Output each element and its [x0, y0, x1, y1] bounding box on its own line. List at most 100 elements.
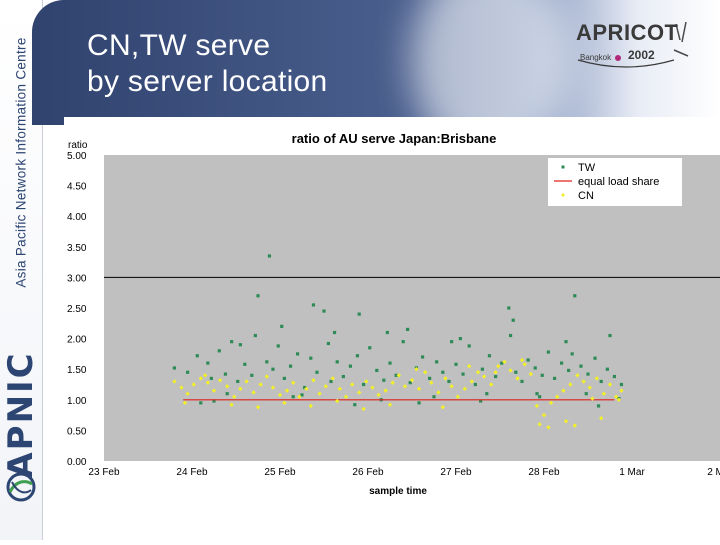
y-axis-label: ratio [68, 140, 88, 151]
data-point-tw [388, 361, 392, 365]
data-point-tw [326, 341, 330, 346]
apricot-year: 2002 [628, 48, 655, 62]
data-point-cn [258, 382, 263, 387]
data-point-cn [561, 388, 566, 393]
data-point-tw [382, 378, 386, 382]
data-point-tw [362, 382, 366, 387]
data-point-tw [253, 333, 257, 338]
data-point-cn [475, 370, 481, 375]
data-point-cn [409, 378, 415, 383]
legend-label: TW [578, 162, 596, 174]
sidebar-brand: APNIC [1, 351, 41, 479]
data-point-tw [311, 303, 316, 307]
data-point-tw [458, 337, 462, 341]
data-point-cn [282, 400, 287, 406]
data-point-cn [462, 386, 467, 391]
data-point-tw [267, 254, 272, 258]
data-point-cn [179, 385, 184, 390]
y-tick-label: 0.50 [67, 426, 87, 437]
x-tick-label: 23 Feb [88, 467, 120, 478]
data-point-tw [567, 368, 571, 373]
data-point-cn [541, 412, 547, 418]
data-point-cn [502, 359, 507, 365]
y-tick-label: 4.50 [67, 182, 87, 193]
data-point-cn [515, 376, 520, 381]
data-point-tw [335, 360, 339, 364]
chart-title: ratio of AU serve Japan:Brisbane [292, 131, 497, 146]
chart-container: ratio ratio of AU serve Japan:Brisbane s… [64, 117, 720, 540]
data-point-tw [494, 374, 498, 379]
data-point-tw [348, 364, 352, 368]
data-point-tw [206, 361, 210, 365]
data-point-cn [390, 380, 395, 385]
data-point-cn [172, 379, 177, 384]
data-point-cn [443, 376, 448, 381]
data-point-cn [311, 378, 316, 383]
data-point-cn [449, 384, 454, 389]
data-point-cn [277, 392, 283, 398]
y-tick-label: 1.50 [67, 365, 87, 376]
data-point-tw [560, 361, 564, 365]
data-point-cn [402, 384, 408, 389]
data-point-tw [435, 360, 439, 364]
data-point-cn [416, 386, 422, 391]
x-tick-label: 2 Mar [707, 467, 720, 478]
data-point-cn [423, 370, 428, 375]
data-point-tw [385, 330, 389, 335]
data-point-tw [473, 382, 477, 387]
data-point-cn [361, 406, 366, 412]
apricot-city: Bangkok [580, 53, 612, 62]
y-tick-label: 0.00 [67, 457, 87, 468]
data-point-cn [229, 402, 234, 407]
data-point-tw [533, 366, 537, 370]
data-point-tw [584, 392, 588, 396]
y-tick-label: 4.00 [67, 212, 87, 223]
data-point-tw [428, 376, 432, 380]
data-point-tw [276, 344, 280, 348]
data-point-cn [575, 373, 580, 378]
y-tick-label: 3.00 [67, 273, 87, 284]
data-point-tw [461, 372, 465, 376]
data-point-tw [271, 367, 275, 371]
data-point-tw [593, 356, 597, 360]
data-point-cn [613, 394, 619, 399]
sidebar-tagline: Asia Pacific Network Information Centre [13, 37, 29, 288]
data-point-cn [211, 388, 217, 393]
data-point-tw [355, 354, 360, 358]
data-point-tw [243, 362, 247, 366]
data-point-cn [205, 380, 211, 385]
apnic-globe-icon [6, 472, 36, 502]
data-point-tw [540, 373, 544, 377]
data-point-cn [317, 391, 322, 396]
legend-label: equal load share [578, 176, 659, 188]
data-point-cn [546, 425, 551, 430]
data-point-cn [364, 379, 369, 384]
data-point-cn [337, 386, 343, 391]
data-point-tw [357, 312, 361, 316]
data-point-tw [209, 376, 213, 380]
data-point-tw [467, 344, 471, 348]
data-point-tw [195, 354, 199, 358]
data-point-tw [564, 340, 568, 344]
data-point-cn [469, 379, 475, 384]
data-point-tw [406, 327, 410, 332]
data-point-tw [570, 352, 574, 356]
data-point-tw [619, 382, 624, 387]
y-tick-label: 2.00 [67, 335, 87, 346]
legend-marker-cn [561, 193, 565, 197]
data-point-tw [300, 393, 304, 397]
data-point-tw [432, 395, 436, 399]
slide-header [32, 0, 720, 125]
data-point-tw [309, 356, 313, 360]
data-point-cn [330, 376, 335, 381]
data-point-tw [408, 381, 412, 385]
data-point-tw [225, 392, 229, 396]
data-point-cn [308, 403, 313, 409]
x-tick-label: 1 Mar [619, 467, 645, 478]
y-tick-label: 3.50 [67, 243, 87, 254]
x-tick-label: 26 Feb [352, 467, 384, 478]
data-point-cn [349, 382, 355, 387]
data-point-cn [198, 376, 203, 381]
data-point-cn [601, 391, 607, 396]
legend-marker-tw [561, 165, 565, 169]
